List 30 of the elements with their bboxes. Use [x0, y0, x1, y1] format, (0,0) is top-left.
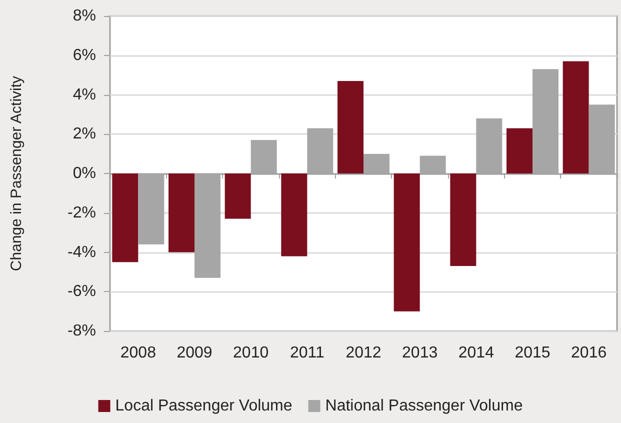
y-tick-label: -4% — [68, 244, 96, 261]
x-tick-label: 2009 — [176, 344, 212, 362]
bar — [506, 128, 532, 174]
y-tick-label: 0% — [72, 165, 96, 182]
x-tick-label: 2010 — [233, 344, 269, 362]
y-tick-label: 2% — [72, 126, 96, 143]
x-tick-label: 2014 — [458, 344, 494, 362]
bar — [281, 174, 308, 256]
bar — [224, 174, 251, 219]
y-tick-label: 6% — [72, 46, 96, 64]
y-tick-label: -8% — [68, 322, 96, 340]
bar — [112, 174, 138, 262]
bar — [338, 80, 364, 174]
bar — [562, 61, 589, 174]
y-tick-label: 8% — [72, 8, 96, 24]
bar — [450, 174, 476, 266]
legend-label: Local Passenger Volume — [115, 398, 292, 414]
y-axis-title: Change in Passenger Activity — [8, 75, 25, 272]
x-tick-label: 2012 — [346, 344, 382, 362]
x-tick-label: 2011 — [290, 344, 324, 362]
bar — [394, 174, 420, 312]
x-tick-label: 2008 — [120, 344, 156, 362]
x-tick-label: 2015 — [514, 344, 550, 362]
legend-label: National Passenger Volume — [325, 398, 523, 414]
bar — [168, 174, 194, 252]
y-tick-label: 4% — [72, 86, 96, 104]
x-tick-label: 2013 — [402, 344, 438, 362]
y-tick-label: -6% — [68, 283, 96, 300]
y-tick-label: -2% — [68, 204, 96, 222]
x-tick-label: 2016 — [571, 344, 607, 362]
